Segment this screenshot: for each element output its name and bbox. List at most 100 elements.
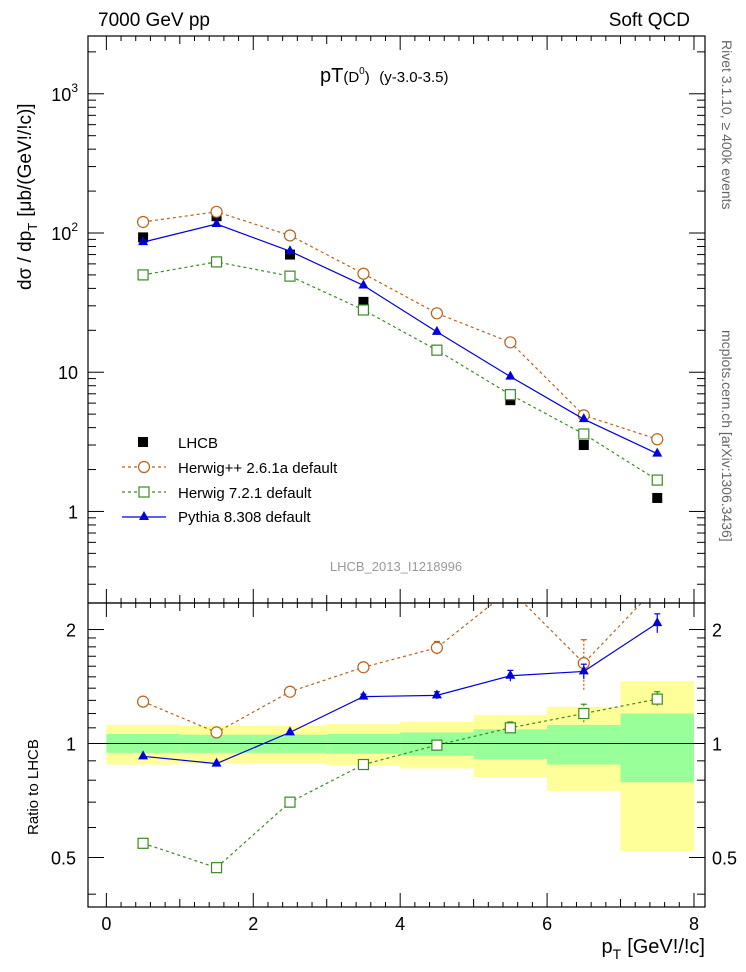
- y-tick-ratio-label-left-1: 1: [66, 735, 76, 755]
- series-layer: [136, 205, 664, 874]
- y-tick-main-label-0: 1: [68, 502, 78, 522]
- series-2-point-6: [578, 428, 590, 440]
- series-1-point-4: [430, 307, 443, 320]
- header-left: 7000 GeV pp: [98, 10, 210, 31]
- x-label-units: [GeV!/!c]: [627, 936, 705, 958]
- series-3-point-7: [652, 447, 663, 457]
- y-tick-main-label-2: 102: [51, 220, 78, 244]
- series-1-ratio-point-2: [283, 685, 297, 698]
- series-2-ratio-point-3: [357, 758, 370, 771]
- analysis-id: LHCB_2013_I1218996: [330, 559, 462, 574]
- x-label-main: p: [602, 936, 613, 958]
- band-green-7: [620, 713, 694, 783]
- series-1-point-2: [283, 229, 297, 242]
- series-3-point-5: [505, 370, 516, 380]
- series-3-ratio-point-3: [358, 690, 369, 700]
- band-green-6: [547, 724, 621, 765]
- x-tick-label-0: 0: [101, 914, 111, 934]
- ratio-series-group: [136, 584, 663, 874]
- series-1-ratio-point-4: [430, 641, 443, 654]
- series-2-point-7: [651, 474, 663, 486]
- y-tick-main-base-0: 1: [68, 502, 78, 522]
- series-2-ratio-point-5: [504, 722, 516, 734]
- series-3-ratio-point-6: [578, 665, 589, 675]
- y-label-main-sub: T: [25, 223, 40, 231]
- series-3-ratio-point-7: [652, 617, 663, 627]
- series-2-ratio-line: [142, 698, 658, 869]
- series-3-point-2: [284, 245, 295, 255]
- series-3-point-6: [578, 413, 589, 423]
- series-3-ratio-point-5: [505, 669, 516, 679]
- series-3-point-3: [358, 279, 369, 289]
- y-axis-label-main: dσ / dpT [μb/(GeV!/!c)]: [15, 103, 40, 290]
- series-3-ratio-point-2: [284, 726, 295, 736]
- series-1-point-1: [210, 205, 223, 218]
- series-1-point-5: [504, 336, 517, 349]
- series-3-ratio-point-4: [431, 689, 442, 699]
- series-2-point-1: [210, 256, 223, 268]
- legend-label-lhcb: LHCB: [178, 435, 218, 452]
- series-0-point-3: [358, 296, 369, 307]
- series-2-ratio-point-7: [651, 693, 663, 705]
- plot-title-sup: 0: [359, 66, 365, 77]
- legend-marker-herwigpp: [137, 460, 151, 474]
- y-tick-main-base-2: 10: [51, 224, 71, 244]
- series-2-ratio-point-0: [137, 837, 149, 849]
- legend-item-herwigpp: Herwig++ 2.6.1a default: [122, 460, 338, 477]
- x-tick-label-3: 6: [542, 914, 552, 934]
- series-0-point-7: [652, 492, 663, 503]
- x-tick-label-4: 8: [689, 914, 699, 934]
- legend-label-herwigpp: Herwig++ 2.6.1a default: [178, 460, 338, 477]
- series-1-point-3: [357, 267, 370, 280]
- series-1-point-7: [651, 433, 664, 446]
- series-1-ratio-point-5: [505, 584, 516, 595]
- series-2-ratio-point-6: [578, 707, 590, 720]
- plot-title-close: ): [365, 69, 370, 86]
- legend-item-lhcb: LHCB: [138, 435, 218, 452]
- x-label-sub: T: [613, 946, 622, 962]
- side-text-top: Rivet 3.1.10, ≥ 400k events: [719, 40, 735, 210]
- series-0-point-2: [284, 249, 295, 260]
- legend-marker-lhcb: [138, 437, 148, 447]
- legend: LHCB Herwig++ 2.6.1a default Herwig 7.2.…: [122, 435, 338, 526]
- series-2-point-5: [504, 389, 516, 401]
- series-3-ratio-point-0: [138, 750, 149, 760]
- plot-title-particle: (D: [343, 69, 359, 86]
- series-1-ratio-point-3: [357, 661, 370, 674]
- plot-title-range: (y-3.0-3.5): [379, 69, 448, 86]
- series-1-line: [143, 211, 658, 440]
- y-tick-main-label-3: 103: [51, 81, 78, 105]
- ratio-plot-frame: [87, 602, 706, 908]
- legend-item-herwig7: Herwig 7.2.1 default: [122, 485, 312, 502]
- legend-item-pythia: Pythia 8.308 default: [122, 509, 311, 526]
- series-3-point-0: [138, 236, 149, 246]
- series-1-ratio-point-1: [210, 726, 223, 739]
- series-2-point-2: [284, 270, 296, 282]
- y-tick-main-exp-3: 3: [71, 81, 78, 95]
- legend-marker-pythia: [139, 511, 149, 520]
- series-3-point-4: [431, 325, 442, 335]
- y-tick-ratio-label-right-0: 0.5: [712, 848, 737, 868]
- y-tick-main-base-3: 10: [51, 85, 71, 105]
- uncertainty-bands: [106, 681, 694, 852]
- series-1-point-0: [136, 215, 150, 229]
- legend-marker-herwig7: [138, 486, 150, 498]
- x-axis-label: pT [GeV!/!c]: [602, 936, 706, 962]
- y-tick-ratio-label-left-0: 0.5: [51, 848, 76, 868]
- legend-label-herwig7: Herwig 7.2.1 default: [178, 485, 312, 502]
- main-series-group: [136, 205, 664, 503]
- series-3-ratio-point-1: [211, 757, 222, 767]
- series-1-ratio-point-0: [136, 695, 150, 708]
- side-text-bottom: mcplots.cern.ch [arXiv:1306.3436]: [719, 330, 735, 542]
- y-tick-ratio-label-left-2: 2: [66, 621, 76, 641]
- series-2-point-4: [431, 344, 443, 356]
- y-tick-main-base-1: 10: [58, 363, 78, 383]
- y-label-main-units: [μb/(GeV!/!c)]: [15, 103, 36, 216]
- header-right: Soft QCD: [609, 10, 690, 31]
- series-0-point-6: [578, 440, 589, 451]
- series-2-ratio-point-4: [431, 739, 443, 751]
- series-3-line: [142, 223, 658, 455]
- series-3-ratio-line: [143, 622, 658, 765]
